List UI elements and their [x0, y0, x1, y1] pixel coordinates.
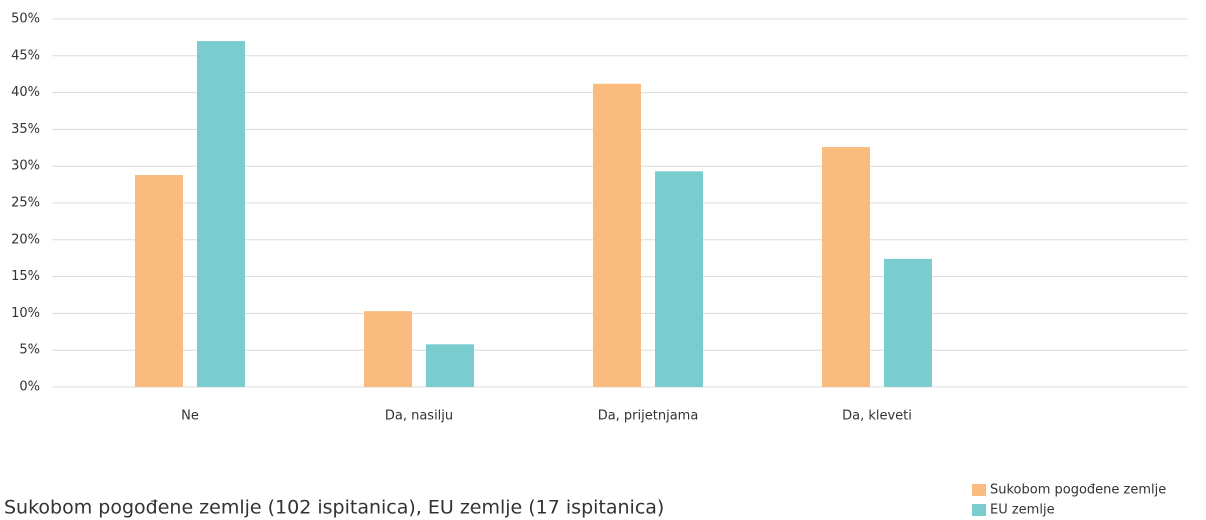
y-tick-label: 15% [11, 269, 40, 284]
y-tick-label: 0% [19, 380, 40, 395]
bar [884, 258, 932, 387]
y-tick-label: 50% [11, 12, 40, 27]
legend-swatch [972, 504, 986, 516]
bar [364, 311, 412, 387]
x-tick-label: Da, kleveti [842, 409, 912, 424]
x-tick-label: Da, nasilju [385, 409, 453, 424]
caption: Sukobom pogođene zemlje (102 ispitanica)… [4, 497, 664, 519]
y-tick-label: 30% [11, 159, 40, 174]
bar [197, 41, 245, 387]
bar [822, 147, 870, 387]
y-tick-label: 35% [11, 122, 40, 137]
bar [655, 171, 703, 387]
bar [593, 83, 641, 387]
y-tick-label: 5% [19, 343, 40, 358]
y-tick-label: 20% [11, 232, 40, 247]
y-tick-label: 45% [11, 48, 40, 63]
y-tick-label: 40% [11, 85, 40, 100]
legend-swatch [972, 484, 986, 496]
x-tick-label: Ne [181, 409, 199, 424]
x-tick-label: Da, prijetnjama [598, 409, 699, 424]
bar [426, 344, 474, 387]
y-tick-label: 10% [11, 306, 40, 321]
legend-label: EU zemlje [990, 503, 1055, 518]
bar [135, 175, 183, 387]
legend-label: Sukobom pogođene zemlje [990, 483, 1166, 498]
y-tick-label: 25% [11, 196, 40, 211]
